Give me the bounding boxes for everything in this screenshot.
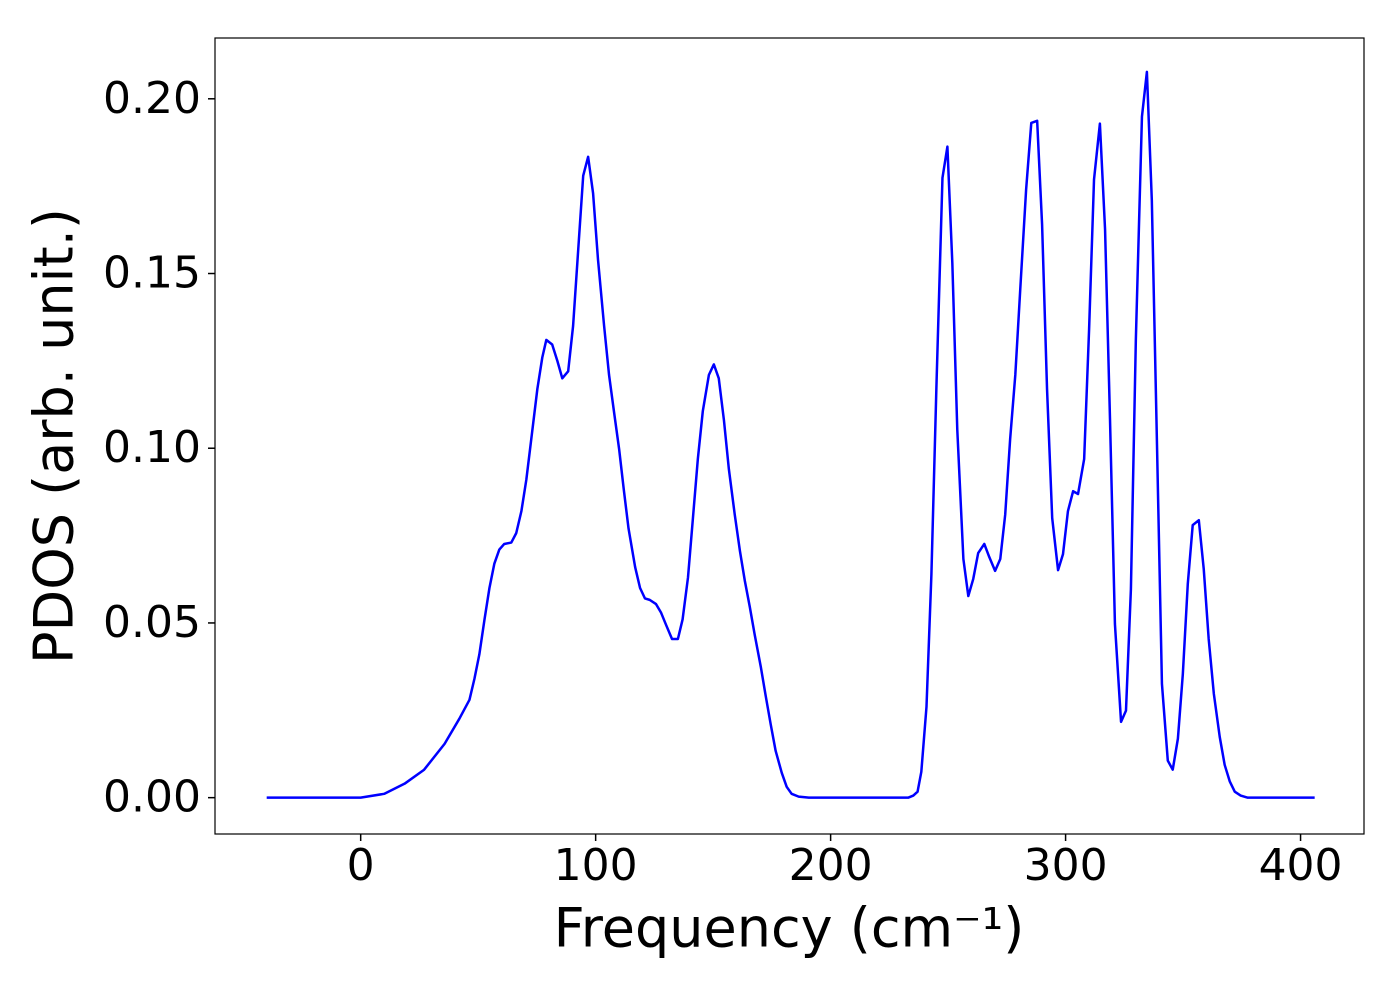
x-tick-label: 100 [554, 840, 638, 891]
x-tick-label: 400 [1259, 840, 1343, 891]
x-tick-label: 200 [789, 840, 873, 891]
x-tick-label: 0 [347, 840, 375, 891]
x-axis-label: Frequency (cm⁻¹) [554, 897, 1025, 960]
y-tick-label: 0.05 [103, 597, 201, 648]
y-tick-label: 0.20 [103, 73, 201, 124]
y-axis-label: PDOS (arb. unit.) [23, 208, 86, 664]
x-tick-label: 300 [1024, 840, 1108, 891]
plot-frame [214, 37, 1365, 835]
pdos-line [266, 70, 1315, 799]
y-tick-label: 0.15 [103, 248, 201, 299]
y-tick-label: 0.10 [103, 422, 201, 473]
y-tick-label: 0.00 [103, 772, 201, 823]
